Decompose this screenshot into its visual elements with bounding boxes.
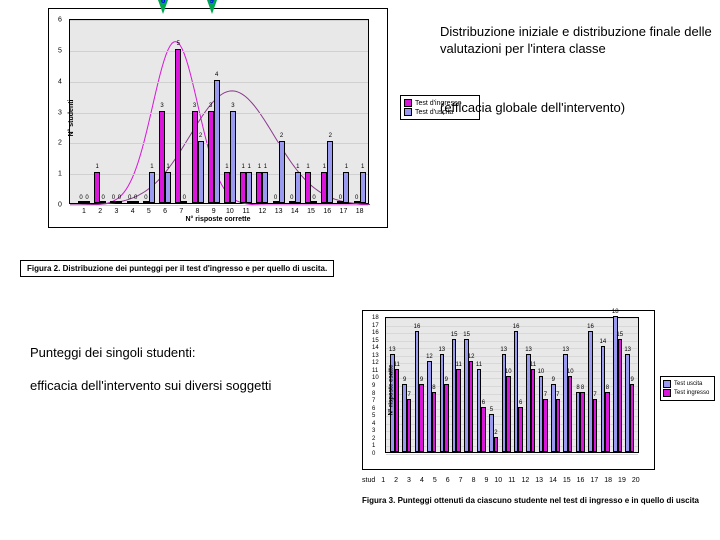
description-2: (efficacia globale dell'intervento) bbox=[440, 100, 715, 115]
legend-swatch-ingresso bbox=[404, 99, 412, 107]
description-3: Punteggi dei singoli studenti: bbox=[30, 345, 310, 360]
description-1: Distribuzione iniziale e distribuzione f… bbox=[440, 24, 715, 58]
legend-swatch-uscita bbox=[404, 108, 412, 116]
chart1-ylabel: N° studenti bbox=[68, 99, 75, 136]
chart2-container: 0123456789101112131415161718131197169128… bbox=[362, 310, 717, 535]
chart1-box: 0123456100210300400501631750832934101311… bbox=[48, 8, 388, 228]
figure2-caption: Figura 2. Distribuzione dei punteggi per… bbox=[20, 260, 334, 277]
top-section: 0123456100210300400501631750832934101311… bbox=[0, 0, 720, 290]
chart1-plot: 0123456100210300400501631750832934101311… bbox=[69, 19, 369, 204]
description-4: efficacia dell'intervento sui diversi so… bbox=[30, 378, 310, 395]
figure3-caption: Figura 3. Punteggi ottenuti da ciascuno … bbox=[362, 496, 702, 506]
chart1-xlabel: N° risposte corrette bbox=[185, 216, 250, 223]
legend2-swatch-uscita bbox=[663, 380, 671, 388]
chart2-plot: 0123456789101112131415161718131197169128… bbox=[385, 317, 639, 453]
chart2-box: 0123456789101112131415161718131197169128… bbox=[362, 310, 655, 470]
chart2-ylabel: N° risposte esatte bbox=[388, 365, 394, 416]
legend2-label-uscita: Test uscita bbox=[674, 381, 702, 387]
legend2-swatch-ingresso bbox=[663, 389, 671, 397]
chart2-legend: Test uscita Test ingresso bbox=[660, 376, 715, 401]
student-labels-row: stud1234567891011121314151617181920 bbox=[362, 477, 720, 484]
legend2-label-ingresso: Test ingresso bbox=[674, 390, 709, 396]
